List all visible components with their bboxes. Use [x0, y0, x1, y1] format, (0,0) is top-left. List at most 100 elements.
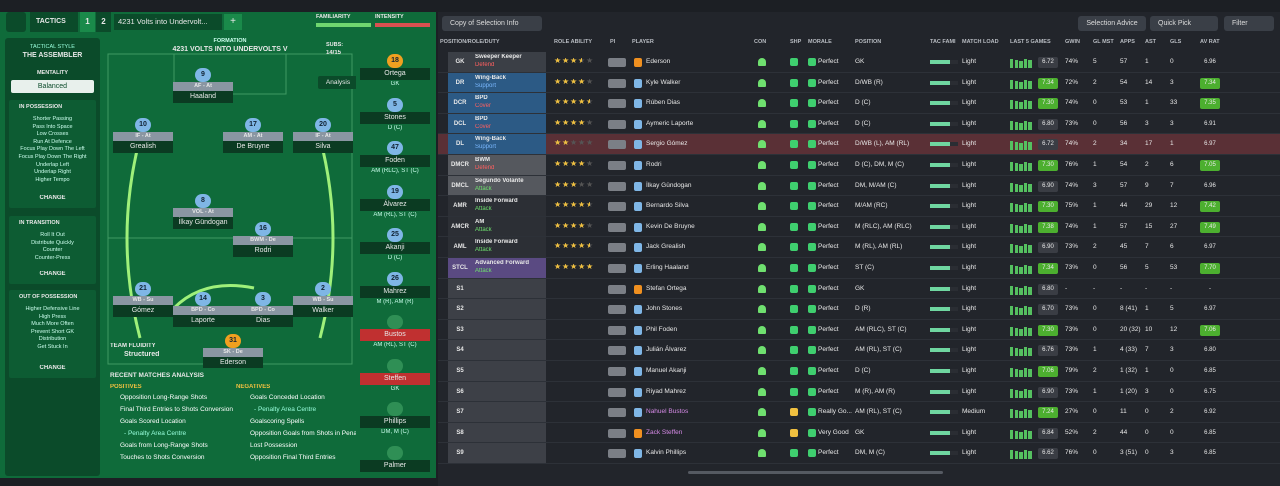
player-name[interactable]: Gómez: [113, 305, 173, 317]
player-name[interactable]: Dias: [233, 315, 293, 327]
cell-player[interactable]: Kevin De Bruyne: [646, 222, 695, 230]
condition: [758, 58, 766, 66]
analysis-title[interactable]: RECENT MATCHES ANALYSIS: [110, 372, 205, 379]
analysis-button[interactable]: Analysis: [318, 76, 356, 89]
form-bar: [1014, 204, 1018, 213]
player-name[interactable]: Ederson: [203, 357, 263, 368]
last-five: [1010, 201, 1034, 213]
player-icon: [634, 305, 642, 315]
view-select[interactable]: Copy of Selection Info: [442, 16, 542, 31]
formation-name[interactable]: 4231 VOLTS INTO UNDERVOLTS V: [172, 46, 288, 53]
cell-player[interactable]: John Stones: [646, 305, 683, 313]
cell-player[interactable]: Sergio Gómez: [646, 140, 688, 148]
role: Sweeper Keeper: [475, 54, 522, 60]
cell-player[interactable]: Aymeric Laporte: [646, 119, 694, 127]
player-name[interactable]: Silva: [293, 141, 353, 153]
cell-player[interactable]: Nahuel Bustos: [646, 408, 689, 416]
cell-player[interactable]: Rúben Dias: [646, 99, 680, 107]
cell-player[interactable]: Bernardo Silva: [646, 202, 689, 210]
cell-player[interactable]: Rodri: [646, 161, 662, 168]
sub-name[interactable]: Mahrez: [360, 285, 430, 298]
star-fill: ★: [570, 99, 578, 107]
star-fill: ★: [570, 264, 578, 271]
sub-name[interactable]: Akanji: [360, 242, 430, 254]
cell-player[interactable]: Zack Steffen: [646, 428, 683, 436]
filter[interactable]: Filter: [1224, 16, 1274, 31]
cell-player[interactable]: Manuel Akanji: [646, 367, 687, 374]
cell-gwin: 74%: [1065, 181, 1079, 189]
role-cell[interactable]: Wing-Back Support: [472, 134, 546, 155]
role-cell[interactable]: Segundo Volante Attack: [472, 175, 546, 196]
style-name[interactable]: THE ASSEMBLER: [22, 52, 83, 59]
form-bar: [1014, 80, 1018, 89]
slot: DMCL: [448, 175, 472, 196]
role-cell[interactable]: Inside Forward Attack: [472, 196, 546, 216]
cell-position: D (C): [855, 99, 871, 107]
quick-pick[interactable]: Quick Pick: [1150, 16, 1218, 31]
form-bar: [1028, 101, 1032, 110]
cell-player[interactable]: Erling Haaland: [646, 264, 689, 271]
form-bar: [1028, 245, 1032, 254]
cell-player[interactable]: İlkay Gündogan: [646, 181, 692, 189]
cell-player[interactable]: Jack Grealish: [646, 243, 686, 251]
shirt-number: 10: [135, 118, 151, 132]
tactic-name[interactable]: 4231 Volts into Undervolt...: [114, 14, 222, 30]
star-fill: ★: [562, 161, 570, 168]
form-bar: [1019, 81, 1023, 89]
sub-name[interactable]: Palmer: [360, 459, 430, 472]
star: ★★: [554, 78, 562, 86]
player-name[interactable]: Haaland: [173, 91, 233, 103]
sub-shirt: [387, 315, 403, 329]
role-cell[interactable]: BWM Defend: [472, 155, 546, 175]
cell-morale: Perfect: [818, 181, 839, 189]
mentality[interactable]: Balanced: [11, 80, 94, 93]
selection-advice[interactable]: Selection Advice: [1078, 16, 1146, 31]
change-button[interactable]: CHANGE: [39, 195, 66, 201]
player-name[interactable]: Rodri: [233, 245, 293, 257]
cell-player[interactable]: Phil Foden: [646, 325, 678, 333]
cell-player[interactable]: Riyad Mahrez: [646, 387, 687, 395]
form-bar: [1019, 184, 1023, 192]
player-name[interactable]: İlkay Gündogan: [173, 217, 233, 229]
cell-player[interactable]: Stefan Ortega: [646, 284, 687, 292]
role-cell[interactable]: Inside Forward Attack: [472, 237, 546, 258]
cell-player[interactable]: Kalvin Phillips: [646, 449, 687, 457]
star: ★★: [554, 181, 562, 189]
change-button[interactable]: CHANGE: [39, 271, 66, 277]
form-bar: [1028, 307, 1032, 316]
cell-player[interactable]: Ederson: [646, 58, 671, 65]
condition: [758, 99, 766, 108]
sub-name[interactable]: Bustos: [360, 329, 430, 341]
cell-match-load: Light: [962, 140, 977, 148]
form-bar: [1023, 120, 1028, 130]
player-name[interactable]: Walker: [293, 305, 353, 317]
role-cell[interactable]: Sweeper Keeper Defend: [472, 52, 546, 72]
tactic-slot[interactable]: 1: [80, 12, 95, 32]
selection-panel: Copy of Selection Info Selection Advice Qu…: [438, 12, 1280, 486]
cell-player[interactable]: Julián Álvarez: [646, 346, 687, 354]
role-cell[interactable]: Wing-Back Support: [472, 72, 546, 93]
role-cell[interactable]: BPD Cover: [472, 93, 546, 113]
player-name[interactable]: Grealish: [113, 141, 173, 153]
cell-gwin: 73%: [1065, 264, 1079, 271]
change-button[interactable]: CHANGE: [39, 365, 66, 371]
role-cell[interactable]: AM Attack: [472, 216, 546, 237]
role-cell[interactable]: Advanced Forward Attack: [472, 258, 546, 278]
sub-name[interactable]: Stones: [360, 111, 430, 124]
sub-name[interactable]: Foden: [360, 155, 430, 167]
empty-role: [472, 381, 546, 402]
sub-name[interactable]: Ortega: [360, 68, 430, 80]
sub-name[interactable]: Steffen: [360, 372, 430, 385]
star: ★★: [554, 264, 562, 271]
role-cell[interactable]: BPD Cover: [472, 113, 546, 134]
form-bar: [1023, 59, 1028, 68]
player-name[interactable]: De Bruyne: [223, 141, 283, 153]
player-name[interactable]: Laporte: [173, 315, 233, 327]
star-fill: ★: [570, 119, 578, 127]
sub-name[interactable]: Phillips: [360, 416, 430, 428]
add-tactic[interactable]: +: [224, 14, 242, 30]
tactic-slot[interactable]: 2: [96, 12, 111, 32]
table-row: DCL BPD Cover ★ ★ ★ ★ ★ ★ ★ ★ ★ Aymeric Laporte Perfe…: [438, 113, 1280, 135]
sub-name[interactable]: Álvarez: [360, 198, 430, 211]
cell-player[interactable]: Kyle Walker: [646, 78, 681, 86]
